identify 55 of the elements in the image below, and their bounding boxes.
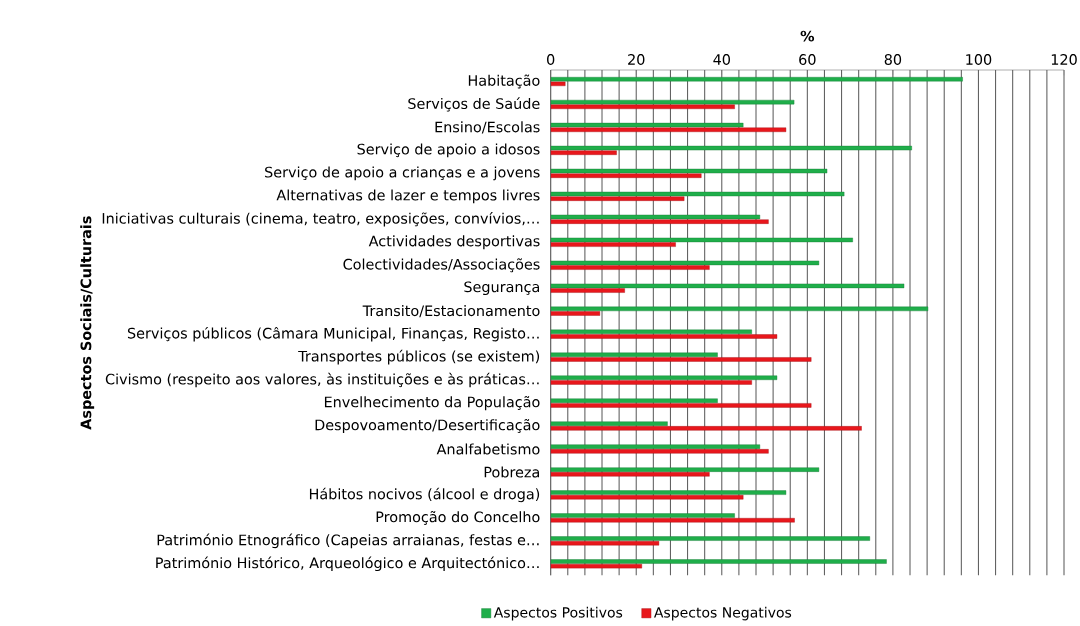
y-tick-label: Habitação — [468, 74, 540, 89]
bar — [550, 329, 752, 335]
bar — [550, 122, 744, 128]
bar — [550, 490, 787, 495]
x-tick-label: 60 — [799, 54, 816, 65]
x-tick-label: 100 — [966, 54, 992, 65]
y-tick-label: Serviço de apoio a idosos — [357, 143, 540, 158]
bar — [550, 444, 761, 449]
y-tick-label: Serviços públicos (Câmara Municipal, Finanças, Registo… — [127, 326, 539, 342]
bar — [550, 214, 761, 220]
bar — [550, 283, 905, 289]
bar — [550, 421, 668, 426]
y-tick-label: Colectividades/Associações — [343, 258, 540, 273]
y-tick-label: Património Etnográfico (Capeias arraianas, festas e… — [157, 533, 539, 549]
bar — [550, 76, 963, 82]
bar — [550, 352, 718, 357]
y-tick-label: Envelhecimento da População — [324, 395, 540, 411]
y-tick-label: Hábitos nocivos (álcool e droga) — [309, 487, 540, 503]
bar — [550, 513, 735, 518]
y-tick-label: Analfabetismo — [436, 443, 540, 455]
y-tick-label: Promoção do Concelho — [376, 510, 540, 525]
bar — [550, 559, 887, 564]
x-tick-label: 20 — [628, 54, 645, 65]
bar — [550, 467, 820, 472]
y-tick-label: Civismo (respeito aos valores, às instituições e às práticas… — [105, 372, 539, 388]
bar — [550, 99, 795, 105]
bar — [550, 398, 718, 403]
y-tick-label: Iniciativas culturais (cinema, teatro, exposições, convívios,… — [102, 212, 539, 227]
bar — [550, 237, 853, 243]
y-tick-label: Actividades desportivas — [368, 235, 540, 250]
x-tick-label: 40 — [713, 54, 730, 65]
legend-label: Aspectos Positivos — [493, 606, 623, 621]
bar — [550, 306, 929, 312]
legend-label: Aspectos Negativos — [654, 606, 792, 621]
bar — [550, 260, 820, 266]
y-tick-label: Alternativas de lazer e tempos livres — [276, 189, 540, 204]
y-axis-title: Aspectos Sociais/Culturais — [80, 216, 95, 430]
x-tick-label: 120 — [1051, 54, 1077, 65]
y-tick-label: Pobreza — [484, 466, 539, 478]
x-tick-label: 0 — [547, 54, 555, 65]
x-axis-title: % — [800, 30, 815, 42]
y-tick-label: Património Histórico, Arqueológico e Arquitectónico… — [156, 556, 539, 572]
bar — [550, 375, 778, 380]
bar — [550, 536, 870, 541]
y-tick-label: Serviços de Saúde — [408, 97, 540, 112]
x-tick-label: 80 — [884, 54, 902, 65]
y-tick-label: Serviço de apoio a crianças e a jovens — [265, 166, 540, 181]
bar — [550, 168, 828, 174]
bar — [550, 145, 912, 151]
y-tick-label: Segurança — [464, 281, 539, 296]
y-tick-label: Despovoamento/Desertificação — [315, 418, 540, 434]
bar — [550, 191, 845, 197]
y-tick-label: Transito/Estacionamento — [362, 305, 540, 318]
y-tick-label: Ensino/Escolas — [435, 121, 540, 134]
y-tick-label: Transportes públicos (se existem) — [298, 349, 540, 365]
